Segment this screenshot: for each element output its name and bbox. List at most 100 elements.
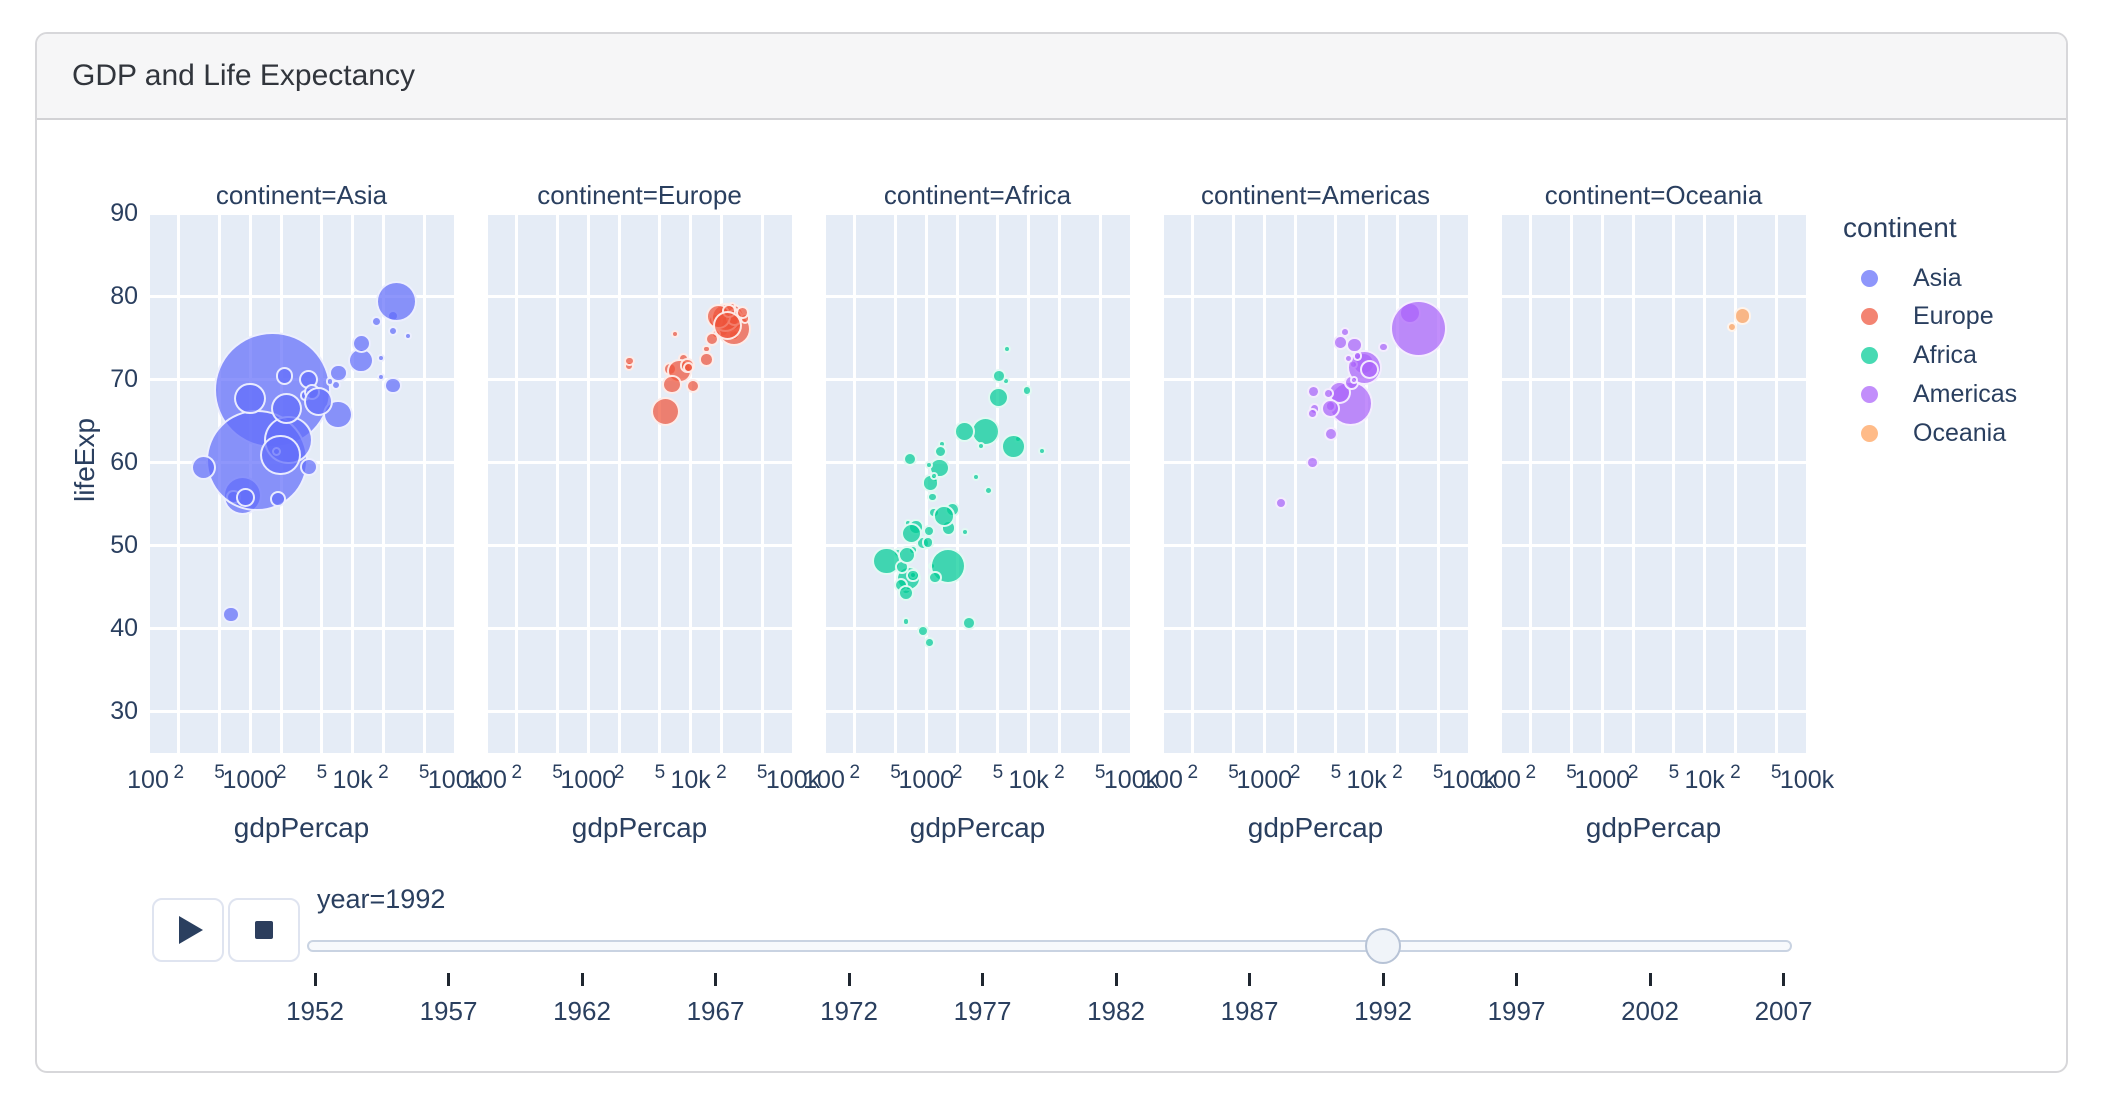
bubble[interactable] <box>1360 360 1380 380</box>
bubble[interactable] <box>1378 341 1389 352</box>
bubble[interactable] <box>1306 456 1319 469</box>
slider-year-label[interactable]: 1977 <box>953 996 1012 1026</box>
slider-year-label[interactable]: 2002 <box>1621 996 1679 1026</box>
bubble[interactable] <box>270 490 287 507</box>
bubble[interactable] <box>376 372 386 382</box>
facet-plot-asia[interactable] <box>148 213 455 753</box>
slider-year-label[interactable]: 1962 <box>553 996 611 1026</box>
bubble[interactable] <box>960 528 969 536</box>
bubble[interactable] <box>701 344 711 354</box>
bubble[interactable] <box>325 377 335 386</box>
bubble[interactable] <box>962 616 977 630</box>
bubble[interactable] <box>1389 300 1447 358</box>
bubble[interactable] <box>388 326 398 337</box>
bubble[interactable] <box>1307 408 1318 420</box>
slider-year-label[interactable]: 1987 <box>1220 996 1279 1026</box>
facet-plot-africa[interactable] <box>824 213 1131 753</box>
bubble[interactable] <box>1733 307 1752 326</box>
bubble[interactable] <box>977 441 986 450</box>
bubble[interactable] <box>901 523 923 545</box>
bubble[interactable] <box>190 455 216 481</box>
slider-year-label[interactable]: 1967 <box>686 996 745 1026</box>
bubble[interactable] <box>927 491 938 503</box>
bubble[interactable] <box>1349 376 1358 385</box>
bubble[interactable] <box>682 361 695 374</box>
bubble[interactable] <box>1000 434 1026 459</box>
legend-item-asia[interactable]: Asia <box>1861 261 1962 295</box>
legend-item-americas[interactable]: Americas <box>1861 377 2017 411</box>
facet-plot-americas[interactable] <box>1162 213 1469 753</box>
bubble[interactable] <box>329 364 348 383</box>
bubble[interactable] <box>923 636 935 648</box>
bubble[interactable] <box>662 374 683 395</box>
bubble[interactable] <box>987 387 1009 409</box>
bubble[interactable] <box>275 367 294 385</box>
bubble[interactable] <box>898 584 915 601</box>
bubble[interactable] <box>685 378 701 394</box>
bubble[interactable] <box>933 444 947 459</box>
bubble[interactable] <box>925 460 934 470</box>
bubble[interactable] <box>624 355 636 367</box>
bubble[interactable] <box>1038 446 1047 455</box>
slider-handle[interactable] <box>1365 928 1401 964</box>
bubble[interactable] <box>370 315 383 328</box>
bubble[interactable] <box>1352 351 1363 362</box>
bubble[interactable] <box>929 471 939 481</box>
bubble[interactable] <box>376 280 417 322</box>
bubble[interactable] <box>1333 335 1349 350</box>
bubble[interactable] <box>271 393 303 425</box>
bubble[interactable] <box>1021 385 1033 396</box>
bubble[interactable] <box>260 435 301 476</box>
bubble[interactable] <box>377 353 386 362</box>
bubble[interactable] <box>983 485 993 496</box>
bubble[interactable] <box>404 332 413 341</box>
bubble[interactable] <box>712 311 742 341</box>
bubble[interactable] <box>352 334 372 354</box>
animation-slider-track[interactable] <box>307 940 1792 952</box>
bubble[interactable] <box>699 351 714 367</box>
bubble[interactable] <box>303 387 333 417</box>
play-button[interactable] <box>152 898 224 962</box>
bubble[interactable] <box>922 524 936 538</box>
slider-year-label[interactable]: 1992 <box>1354 996 1412 1026</box>
slider-year-label[interactable]: 2007 <box>1754 996 1813 1026</box>
bubble[interactable] <box>384 376 402 395</box>
bubble[interactable] <box>236 488 255 508</box>
bubble[interactable] <box>921 536 935 549</box>
legend-item-europe[interactable]: Europe <box>1861 300 1994 334</box>
bubble[interactable] <box>670 329 679 338</box>
bubble[interactable] <box>916 625 929 638</box>
bubble[interactable] <box>901 617 911 627</box>
slider-year-label[interactable]: 1982 <box>1087 996 1145 1026</box>
bubble[interactable] <box>650 396 681 426</box>
bubble[interactable] <box>928 570 942 585</box>
bubble[interactable] <box>1320 398 1341 419</box>
bubble[interactable] <box>234 382 266 415</box>
bubble[interactable] <box>1323 427 1338 442</box>
bubble[interactable] <box>1274 496 1288 510</box>
bubble[interactable] <box>735 306 749 319</box>
legend-item-oceania[interactable]: Oceania <box>1861 416 2006 450</box>
facet-plot-oceania[interactable] <box>1500 213 1807 753</box>
facet-plot-europe[interactable] <box>486 213 793 753</box>
bubble[interactable] <box>954 420 976 442</box>
bubble[interactable] <box>906 568 920 583</box>
bubble[interactable] <box>1343 354 1353 364</box>
bubble[interactable] <box>897 545 916 565</box>
slider-year-label[interactable]: 1952 <box>286 996 344 1026</box>
bubble[interactable] <box>902 451 918 467</box>
bubble[interactable] <box>1307 385 1321 399</box>
bubble[interactable] <box>222 605 240 624</box>
bubble[interactable] <box>300 457 318 476</box>
legend-item-africa[interactable]: Africa <box>1861 339 1977 373</box>
bubble[interactable] <box>933 504 955 527</box>
bubble[interactable] <box>971 472 980 481</box>
bubble[interactable] <box>1322 388 1334 400</box>
slider-year-label[interactable]: 1957 <box>419 996 478 1026</box>
bubble[interactable] <box>992 369 1007 384</box>
slider-year-label[interactable]: 1972 <box>820 996 878 1026</box>
slider-year-label[interactable]: 1997 <box>1487 996 1546 1026</box>
stop-button[interactable] <box>228 898 300 962</box>
bubble[interactable] <box>1726 321 1737 332</box>
bubble[interactable] <box>1002 345 1011 354</box>
